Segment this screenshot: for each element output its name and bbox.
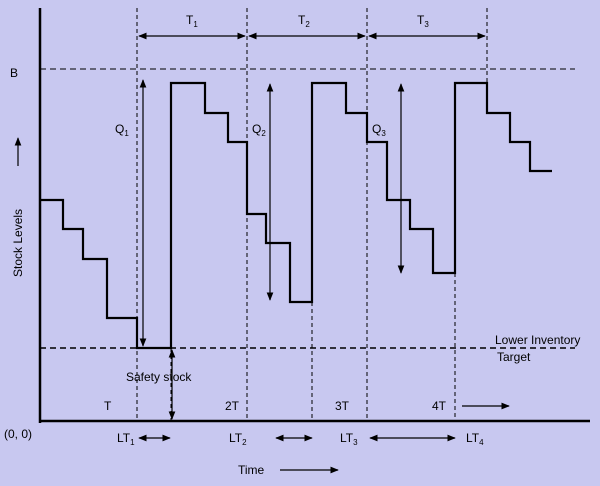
safety-stock-label: Safety stock (126, 370, 192, 384)
order-label: Q1 (115, 122, 129, 138)
cycle-label: T3 (417, 13, 429, 29)
period-tick-label: 3T (335, 399, 350, 413)
lead-time-label: LT4 (466, 431, 484, 447)
stock-level-curve (40, 81, 552, 350)
lead-time-label: LT1 (117, 431, 135, 447)
b-label: B (10, 66, 18, 80)
period-tick-label: T (104, 399, 112, 413)
period-tick-label: 2T (225, 399, 240, 413)
x-axis-label: Time (238, 463, 265, 477)
period-tick-label: 4T (432, 399, 447, 413)
order-label: Q2 (252, 122, 266, 138)
lead-time-label: LT2 (229, 431, 247, 447)
origin-label: (0, 0) (4, 427, 32, 441)
order-label: Q3 (372, 122, 386, 138)
cycle-label: T2 (298, 13, 310, 29)
cycle-label: T1 (186, 13, 198, 29)
lower-target-label-2: Target (497, 350, 531, 364)
lead-time-label: LT3 (340, 431, 358, 447)
y-axis-label: Stock Levels (11, 209, 25, 277)
lower-target-label: Lower Inventory (495, 333, 580, 347)
